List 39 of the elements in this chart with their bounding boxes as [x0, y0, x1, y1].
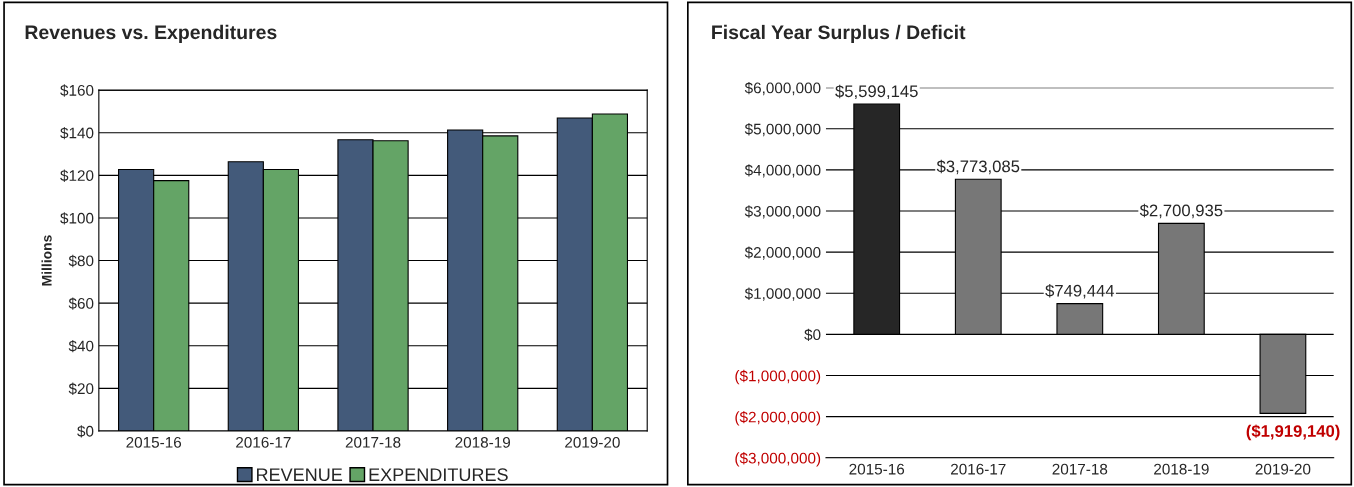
- y-tick-label: $0: [804, 328, 821, 341]
- data-label: $3,773,085: [936, 159, 1020, 175]
- data-label: $5,599,145: [835, 84, 918, 100]
- y-tick-label: $60: [68, 297, 94, 310]
- y-tick-label: $160: [60, 84, 94, 97]
- data-label: $749,444: [1045, 284, 1115, 299]
- y-tick-label: $20: [68, 382, 94, 395]
- y-tick-label: ($1,000,000): [735, 369, 821, 385]
- x-tick-label: 2016-17: [236, 436, 291, 448]
- y-tick-label: $100: [60, 212, 94, 225]
- x-tick-label: 2015-16: [126, 436, 182, 448]
- x-tick-label: 2018-19: [455, 436, 511, 448]
- x-tick-label: 2015-16: [849, 463, 905, 475]
- y-tick-label: $4,000,000: [744, 164, 821, 178]
- y-tick-label: $140: [60, 126, 94, 140]
- y-tick-label: $1,000,000: [744, 287, 821, 301]
- chart-title: Revenues vs. Expenditures: [25, 24, 277, 43]
- x-tick-label: 2017-18: [1052, 463, 1108, 475]
- y-tick-label: $120: [60, 169, 94, 182]
- chart-title: Fiscal Year Surplus / Deficit: [712, 24, 966, 43]
- y-tick-label: $40: [68, 340, 94, 353]
- x-tick-label: 2016-17: [951, 463, 1006, 475]
- legend-label: REVENUE: [257, 468, 343, 482]
- y-axis-title: Millions: [41, 235, 52, 286]
- y-tick-label: $0: [77, 425, 94, 438]
- x-tick-label: 2019-20: [1255, 463, 1311, 475]
- y-tick-label: $3,000,000: [744, 205, 821, 219]
- y-tick-label: $6,000,000: [744, 81, 821, 96]
- y-tick-label: $80: [68, 254, 94, 268]
- y-tick-label: $5,000,000: [744, 123, 821, 137]
- x-tick-label: 2019-20: [565, 436, 620, 448]
- y-tick-label: ($3,000,000): [735, 452, 821, 467]
- x-tick-label: 2018-19: [1154, 463, 1209, 475]
- data-label: $2,700,935: [1139, 203, 1223, 219]
- y-tick-label: ($2,000,000): [735, 411, 821, 426]
- y-tick-label: $2,000,000: [744, 246, 821, 260]
- x-tick-label: 2017-18: [345, 436, 401, 448]
- legend-label: EXPENDITURES: [369, 468, 508, 482]
- data-label: ($1,919,140): [1246, 424, 1340, 441]
